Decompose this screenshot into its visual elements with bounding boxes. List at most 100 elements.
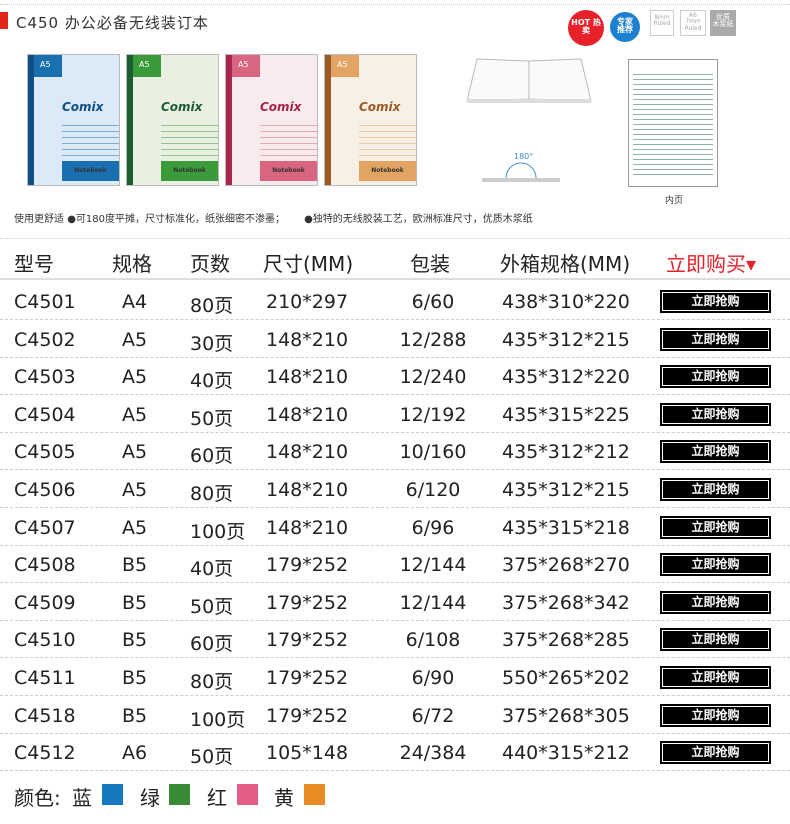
cell-model: C4504: [14, 403, 76, 426]
header-pack: 包装: [410, 252, 450, 276]
ruled-line: [62, 143, 119, 144]
cell-pages: 40页: [190, 558, 234, 581]
row-divider: [0, 619, 790, 621]
cell-pages: 100页: [190, 708, 246, 731]
buy-now-button[interactable]: 立即抢购: [660, 515, 771, 539]
size-tag: A5: [133, 55, 161, 77]
ruled-line: [161, 125, 218, 126]
ruled-line: [260, 137, 317, 138]
cell-carton: 550*265*202: [502, 667, 630, 689]
header-model: 型号: [14, 252, 54, 276]
ruled-line: [359, 143, 416, 144]
buy-now-button[interactable]: 立即抢购: [660, 365, 771, 389]
ruled-line: [62, 155, 119, 156]
buy-now-label: 立即抢购: [662, 480, 769, 499]
buy-now-label: 立即抢购: [662, 404, 769, 424]
features-label: 使用更舒适: [14, 214, 64, 225]
cell-size: 148*210: [266, 403, 349, 426]
cell-pages: 50页: [190, 407, 234, 430]
buy-now-button[interactable]: 立即抢购: [660, 290, 771, 313]
cell-model: C4505: [14, 441, 76, 464]
buy-now-label: 立即抢购: [662, 743, 769, 763]
cover-label: Notebook: [62, 161, 119, 181]
cell-carton: 435*315*225: [502, 403, 630, 426]
buy-now-button[interactable]: 立即抢购: [660, 741, 771, 765]
cell-pack: 12/144: [399, 591, 467, 614]
table-row: C4510 B5 60页 179*252 6/108 375*268*285 立即抢购: [0, 621, 790, 659]
cell-pack: 12/288: [399, 328, 467, 351]
ruled-line: [260, 143, 317, 144]
cell-model: C4511: [14, 667, 76, 689]
row-divider: [0, 507, 790, 508]
cell-pages: 50页: [190, 595, 234, 618]
header-carton: 外箱规格(MM): [500, 252, 631, 276]
cell-carton: 435*315*218: [502, 516, 630, 539]
color-swatch[interactable]: [102, 784, 123, 805]
row-divider: [0, 469, 790, 471]
row-divider: [0, 544, 790, 546]
cell-spec: A5: [122, 479, 148, 501]
cover-spine: [226, 55, 232, 185]
color-swatch[interactable]: [304, 784, 325, 805]
buy-now-label: 立即抢购: [662, 705, 769, 725]
brand-logo: Comix: [359, 100, 401, 114]
table-row: C4518 B5 100页 179*252 6/72 375*268*305 立即抢购: [0, 697, 790, 734]
notebook-cover: A5 Comix Notebook: [324, 54, 417, 186]
color-name: 绿: [140, 786, 160, 810]
ruled-line: [161, 149, 218, 150]
buy-now-button[interactable]: 立即抢购: [660, 478, 771, 501]
buy-now-label: 立即抢购: [662, 555, 769, 575]
cell-spec: A4: [122, 291, 148, 313]
ruled-line: [161, 131, 218, 132]
quality-paper-icon: 优质 木浆纸: [710, 10, 736, 36]
buy-now-button[interactable]: 立即抢购: [660, 628, 771, 652]
buy-now-button[interactable]: 立即抢购: [660, 666, 771, 689]
cell-spec: B5: [122, 704, 148, 727]
cover-spine: [28, 55, 34, 185]
ruled-line: [359, 125, 416, 126]
divider: [0, 238, 790, 239]
cell-model: C4510: [14, 629, 76, 652]
buy-now-button[interactable]: 立即抢购: [660, 440, 771, 464]
buy-now-button[interactable]: 立即抢购: [660, 553, 771, 577]
cell-carton: 440*315*212: [502, 742, 630, 765]
buy-now-label: 立即抢购: [662, 517, 769, 537]
cell-pack: 6/120: [405, 479, 461, 501]
table-row: C4504 A5 50页 148*210 12/192 435*315*225 立即抢购: [0, 396, 790, 433]
buy-now-button[interactable]: 立即抢购: [660, 590, 771, 614]
cell-carton: 375*268*305: [502, 704, 630, 727]
ruled-line: [260, 131, 317, 132]
table-row: C4503 A5 40页 148*210 12/240 435*312*220 立即抢购: [0, 358, 790, 396]
cell-model: C4512: [14, 742, 76, 765]
cell-size: 148*210: [266, 328, 349, 351]
cell-pages: 60页: [190, 445, 234, 468]
ruled-line: [161, 137, 218, 138]
cover-label: Notebook: [161, 161, 218, 181]
ruled-line: [62, 131, 119, 132]
header-buy-now[interactable]: 立即购买▾: [666, 252, 757, 276]
cover-spine: [325, 55, 331, 185]
buy-now-button[interactable]: 立即抢购: [660, 703, 771, 727]
color-swatch[interactable]: [169, 784, 190, 805]
cell-size: 179*252: [266, 704, 349, 727]
cell-spec: A5: [122, 328, 148, 351]
cell-pack: 12/144: [399, 554, 467, 577]
cell-spec: B5: [122, 591, 148, 614]
table-row: C4508 B5 40页 179*252 12/144 375*268*270 立即抢购: [0, 546, 790, 584]
cell-pack: 12/192: [399, 403, 467, 426]
row-divider: [0, 319, 790, 320]
cell-pages: 50页: [190, 746, 234, 769]
buy-now-button[interactable]: 立即抢购: [660, 402, 771, 426]
cell-size: 148*210: [266, 479, 349, 501]
title-marker: [0, 12, 8, 29]
hot-badge-icon: HOT 热卖: [568, 10, 604, 46]
color-swatch[interactable]: [237, 784, 258, 805]
buy-now-button[interactable]: 立即抢购: [660, 327, 771, 351]
cell-pages: 40页: [190, 370, 234, 393]
cell-pages: 80页: [190, 671, 234, 693]
buy-now-label: 立即抢购: [662, 592, 769, 612]
cell-model: C4507: [14, 516, 76, 539]
color-name: 黄: [274, 786, 294, 810]
ruled-line: [260, 155, 317, 156]
feature-1: ●可180度平摊，尺寸标准化，纸张细密不渗墨；: [67, 214, 285, 225]
